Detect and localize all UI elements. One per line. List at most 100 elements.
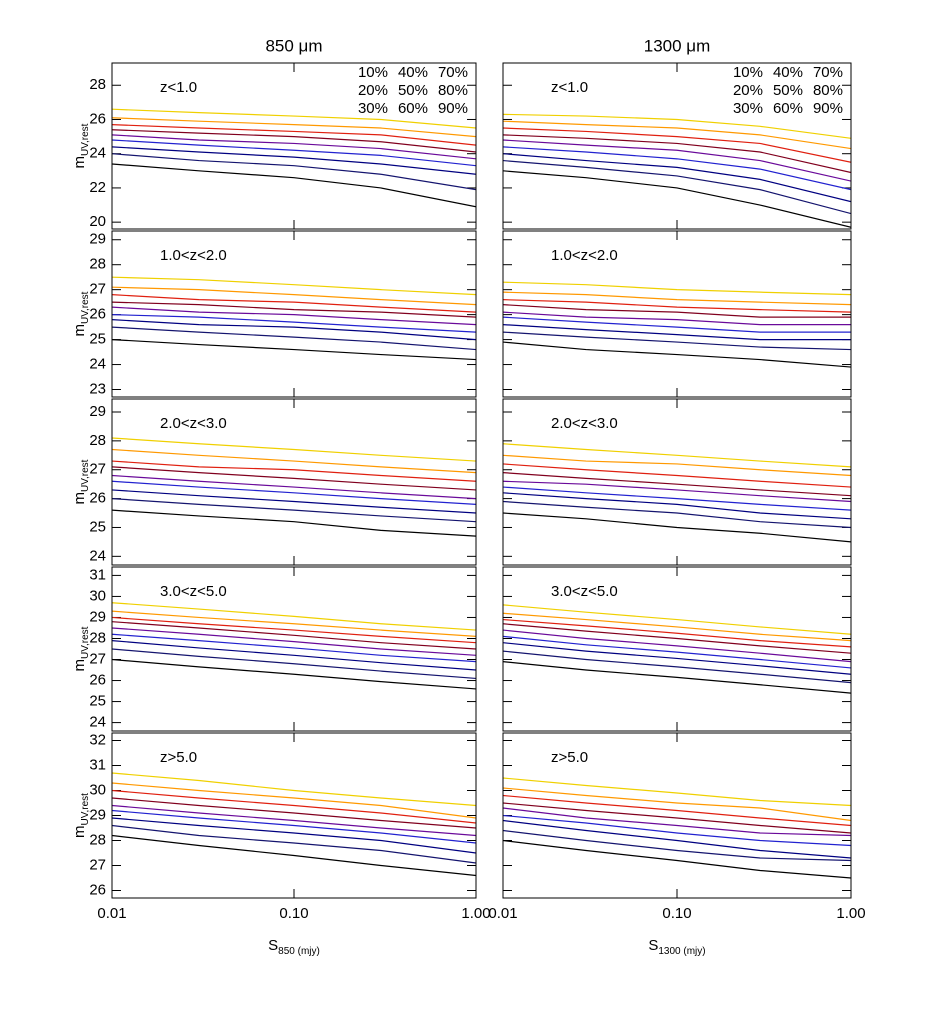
data-line [503, 814, 851, 847]
plot-lines [112, 772, 476, 877]
plot-lines [112, 108, 476, 208]
y-tick-label: 31 [89, 566, 106, 583]
legend-entry: 60% [773, 100, 803, 117]
data-line [503, 612, 851, 642]
data-line [503, 299, 851, 313]
data-line [503, 794, 851, 827]
data-line [503, 839, 851, 879]
y-tick-label: 32 [89, 731, 106, 748]
x-axis-label-sub: 850 (mjy) [278, 946, 320, 957]
panel-label: z>5.0 [551, 749, 588, 766]
data-line [503, 120, 851, 150]
y-axis-label-main: m [71, 825, 88, 838]
y-axis-label: mUV,rest [71, 123, 91, 168]
y-tick-label: 28 [89, 76, 106, 93]
panel-frame [502, 230, 852, 398]
y-tick-label: 26 [89, 672, 106, 689]
data-line [503, 454, 851, 477]
panel-label: 2.0<z<3.0 [551, 415, 618, 432]
data-line [503, 324, 851, 341]
y-tick-label: 28 [89, 256, 106, 273]
data-line [112, 448, 476, 474]
legend-entry: 10% [358, 64, 388, 81]
legend-entry: 50% [773, 82, 803, 99]
data-line [503, 113, 851, 139]
x-tick-label: 0.10 [279, 905, 308, 922]
data-line [503, 331, 851, 351]
data-line [112, 460, 476, 482]
panel: z<1.0 1300 μm 10%20%30% 40%50%60% 70%80%90% [502, 36, 852, 230]
legend-entry: 70% [438, 64, 468, 81]
data-line [503, 802, 851, 834]
data-line [112, 610, 476, 637]
data-line [503, 281, 851, 296]
y-tick-label: 29 [89, 403, 106, 420]
panel: 20 22 24 26 28 z<1.0 850 μm mUV,rest 10%20%30% 40… [71, 36, 477, 230]
x-tick-label: 0.01 [97, 905, 126, 922]
y-tick-label: 25 [89, 693, 106, 710]
y-axis-label-main: m [71, 492, 88, 505]
panel-label: 3.0<z<5.0 [551, 583, 618, 600]
data-line [503, 316, 851, 333]
data-line [503, 492, 851, 520]
data-line [112, 314, 476, 333]
data-line [112, 639, 476, 671]
panel: 24 25 26 27 28 29 2.0<z<3.0 mUV,rest [71, 398, 477, 566]
panel: 26 27 28 29 30 31 32 0.01 0.10 1.00 z>5.0 mUV,rest S… [71, 731, 491, 956]
data-line [503, 829, 851, 862]
panel-label: z<1.0 [551, 79, 588, 96]
data-line [503, 304, 851, 318]
panel-frame [111, 398, 477, 566]
y-tick-label: 30 [89, 781, 106, 798]
plot-lines [112, 602, 476, 690]
y-axis-label-sub: UV,rest [80, 626, 91, 659]
data-line [503, 635, 851, 669]
panel-label: 1.0<z<2.0 [551, 247, 618, 264]
data-line [112, 319, 476, 341]
panel-label: 2.0<z<3.0 [160, 415, 227, 432]
data-line [503, 443, 851, 468]
data-line [503, 642, 851, 675]
data-line [112, 824, 476, 864]
data-line [112, 139, 476, 167]
data-line [112, 602, 476, 631]
y-tick-label: 29 [89, 806, 106, 823]
x-axis-label-main: S [648, 937, 658, 954]
panel-frame [111, 230, 477, 398]
x-axis-label-main: S [268, 937, 278, 954]
data-line [503, 159, 851, 215]
data-line [112, 437, 476, 462]
data-line [112, 489, 476, 514]
legend-entry: 50% [398, 82, 428, 99]
panel: 24 25 26 27 28 29 30 31 3.0<z<5.0 mUV,rest [71, 566, 477, 732]
y-axis-label-sub: UV,rest [80, 123, 91, 156]
data-line [503, 480, 851, 503]
data-line [112, 498, 476, 523]
data-line [112, 129, 476, 153]
legend-entry: 70% [813, 64, 843, 81]
y-tick-label: 26 [89, 110, 106, 127]
y-tick-label: 28 [89, 629, 106, 646]
panel-frame [111, 566, 477, 732]
y-tick-label: 23 [89, 380, 106, 397]
data-line [112, 834, 476, 877]
y-tick-label: 29 [89, 231, 106, 248]
data-line [503, 341, 851, 368]
data-line [503, 787, 851, 822]
legend-entry: 80% [438, 82, 468, 99]
column-title: 850 μm [265, 36, 322, 55]
y-axis-label-sub: UV,rest [80, 793, 91, 826]
y-axis-label: mUV,rest [71, 626, 91, 671]
data-line [112, 633, 476, 663]
y-tick-label: 24 [89, 356, 106, 373]
data-line [503, 311, 851, 326]
data-line [503, 146, 851, 191]
data-line [112, 509, 476, 537]
x-tick-label: 0.10 [662, 905, 691, 922]
panel-label: 3.0<z<5.0 [160, 583, 227, 600]
data-line [112, 480, 476, 505]
y-tick-label: 26 [89, 490, 106, 507]
y-axis-label-main: m [71, 659, 88, 672]
data-line [503, 650, 851, 684]
data-line [112, 153, 476, 191]
